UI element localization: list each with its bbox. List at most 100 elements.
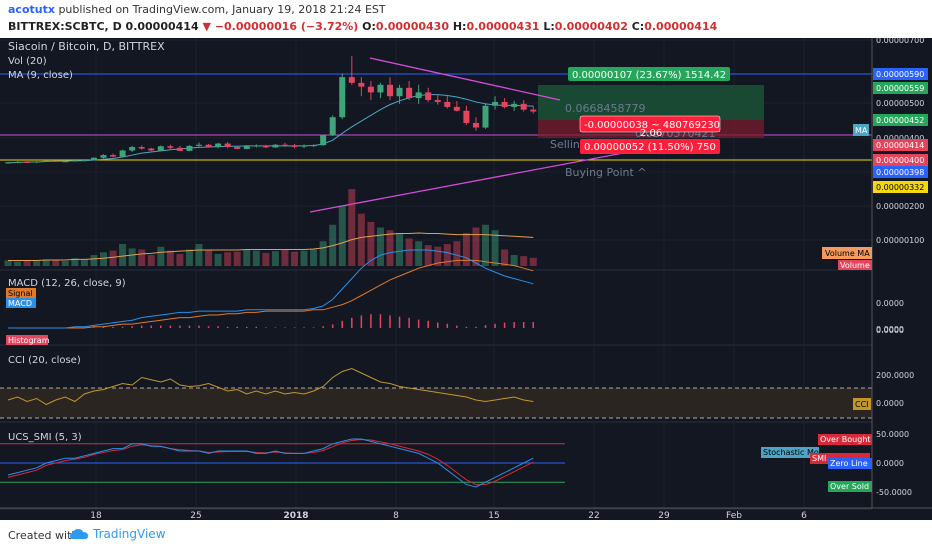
candle-body	[167, 146, 174, 148]
smi-label: UCS_SMI (5, 3)	[8, 432, 82, 443]
macd-y-label: 0.0000	[876, 325, 904, 334]
volume-bar	[262, 252, 270, 266]
candle-body	[157, 146, 164, 151]
candle-body	[387, 84, 393, 97]
candle-body	[520, 103, 527, 110]
price-tag-label: 0.00000452	[876, 116, 924, 125]
volume-bar	[415, 241, 423, 266]
header: acotutx published on TradingView.com, Ja…	[0, 0, 932, 38]
smi-pane	[0, 438, 565, 488]
x-tick-label: 2018	[283, 511, 308, 520]
brand-name: TradingView	[93, 527, 166, 541]
created-with: Created with	[8, 529, 79, 542]
macd-y-label: 0.0000	[876, 326, 904, 335]
price-tag	[873, 154, 928, 166]
candle-body	[253, 145, 260, 147]
cci-pane	[0, 367, 872, 419]
volume-bar	[185, 249, 193, 266]
ruler-box-label: -0.00000038 ~ 480769230	[584, 120, 720, 131]
smi-tag-label: SMI	[812, 454, 826, 463]
candle-body	[463, 110, 470, 123]
long-box-label: 0.00000107 (23.67%) 1514.42	[572, 70, 726, 81]
volume-bar	[310, 249, 318, 266]
macd-label: MACD (12, 26, close, 9)	[8, 278, 126, 289]
volume-bar	[176, 253, 184, 266]
price-tag	[873, 82, 928, 94]
volume-bar	[462, 233, 470, 266]
volume-bar	[42, 259, 50, 266]
histogram-tag	[6, 335, 48, 345]
high-label: H:	[452, 20, 467, 33]
candle-body	[33, 161, 40, 163]
x-tick-label: 18	[90, 511, 102, 520]
signal-line	[8, 259, 534, 329]
volume-bar	[424, 245, 432, 266]
candle-body	[511, 103, 518, 107]
candles	[4, 56, 537, 266]
volume-bar	[33, 261, 41, 266]
candle-body	[24, 161, 31, 163]
price-tag	[873, 181, 928, 193]
price-tag	[873, 139, 928, 151]
candle-body	[205, 144, 212, 148]
low-value: 0.00000402	[554, 20, 628, 33]
footer: Created with TradingView	[0, 520, 932, 550]
candle-body	[301, 145, 308, 147]
stochastic-tag	[761, 447, 819, 458]
candle-body	[215, 143, 222, 148]
high-value: 0.00000431	[466, 20, 540, 33]
volume-bar	[119, 244, 127, 266]
over-sold-tag	[828, 481, 872, 492]
volume-bar	[80, 259, 88, 266]
ruler-box	[579, 115, 721, 133]
price-tag	[873, 166, 928, 178]
candle-body	[71, 160, 78, 162]
change-value: −0.00000016 (−3.72%)	[214, 20, 359, 33]
candle-body	[262, 145, 269, 148]
macd-y-label: 0.0000	[876, 299, 904, 308]
candle-body	[196, 144, 202, 146]
volume-bar	[100, 252, 107, 266]
volume-bar	[367, 222, 375, 266]
volume-tag-label: Volume	[840, 261, 870, 270]
volume-bar	[386, 230, 394, 266]
y-tick-label: 0.00000100	[876, 236, 924, 245]
signal-tag	[6, 288, 36, 298]
zero-line-tag-label: Zero Line	[830, 459, 868, 468]
candle-body	[472, 122, 479, 128]
author-link[interactable]: acotutx	[8, 3, 55, 16]
volume-bar	[348, 189, 356, 266]
candle-body	[482, 105, 489, 128]
tradingview-logo[interactable]: TradingView	[70, 527, 166, 541]
volume-bar	[300, 250, 308, 266]
x-tick-label: 6	[801, 511, 807, 520]
y-tick-label: 0.00000700	[876, 38, 924, 45]
price-tag-label: 0.00000398	[876, 168, 924, 177]
price-tag-label: 0.00000590	[876, 70, 924, 79]
macd-tag	[6, 298, 36, 308]
price-tag-label: 0.00000332	[876, 183, 924, 192]
candle-body	[224, 143, 231, 148]
candle-body	[138, 147, 145, 149]
volume-bar	[291, 251, 298, 266]
candle-body	[396, 87, 403, 97]
ma-tag	[853, 124, 869, 136]
trend-line-upper	[369, 57, 561, 101]
volume-bar	[319, 241, 327, 266]
x-tick-label: 8	[393, 511, 399, 520]
price-tag-label: 0.00000414	[876, 141, 924, 150]
candle-body	[358, 82, 365, 87]
candle-body	[453, 106, 460, 111]
candle-body	[444, 101, 451, 107]
over-bought-tag	[818, 434, 872, 445]
volume-bar	[443, 244, 451, 266]
vol-label: Vol (20)	[8, 56, 47, 67]
volume-bar	[109, 250, 117, 266]
candle-body	[434, 100, 441, 102]
symbol-label: BITTREX:SCBTC, D	[8, 20, 122, 33]
volume-bar	[376, 227, 384, 266]
smi-y-label: 0.0000	[876, 459, 904, 468]
x-tick-label: 29	[658, 511, 670, 520]
x-tick-label: 15	[488, 511, 499, 520]
